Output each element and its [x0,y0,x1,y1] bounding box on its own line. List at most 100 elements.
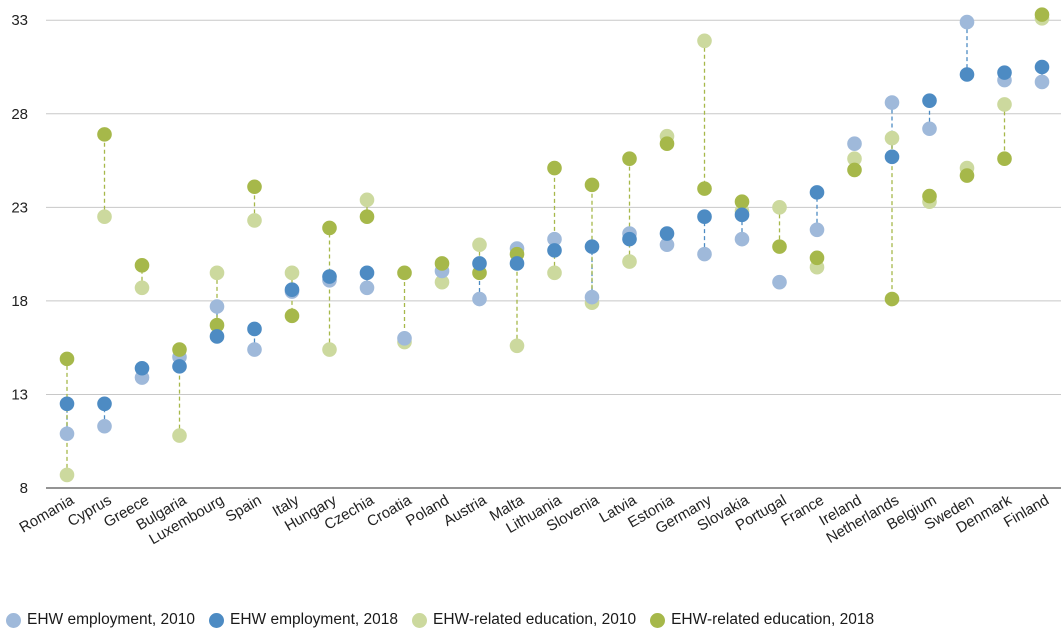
data-point [697,246,712,262]
data-point [997,151,1012,166]
data-point [172,428,187,443]
data-point [922,188,937,204]
data-point [509,338,525,354]
data-point [472,256,487,271]
data-point [322,269,337,284]
chart: 8 13 18 23 28 33 RomaniaCyprusGreeceBulgariaL… [11,7,1061,548]
legend-item: EHW employment, 2018 [209,611,398,629]
data-point [697,181,712,196]
data-point [809,222,825,238]
data-point [284,282,300,297]
data-point [809,250,825,266]
data-point [584,289,600,305]
data-point [59,426,75,442]
data-point [772,239,787,254]
data-point [359,265,375,281]
legend-label: EHW-related education, 2010 [433,611,637,628]
data-point [1034,7,1050,22]
data-point [134,280,150,296]
data-point [247,342,262,357]
data-point [622,254,637,269]
data-point [847,151,862,166]
x-tick-label: Austria [441,491,490,529]
data-point [884,130,900,146]
data-point [772,274,787,290]
data-point [359,280,375,296]
data-point [247,179,262,195]
legend-swatch [209,612,224,628]
legend-label: EHW employment, 2018 [230,611,398,628]
data-point [734,231,750,247]
data-point [359,209,375,224]
data-point [434,274,450,290]
data-point [59,396,75,412]
data-point [59,467,75,483]
data-point [697,33,712,49]
data-point [97,418,112,434]
data-point [397,265,412,281]
data-point [847,162,862,178]
data-point [547,243,562,258]
data-point [997,65,1012,80]
data-point [359,192,375,208]
data-point [584,239,600,254]
data-point [209,317,225,333]
data-point [772,200,787,215]
data-point [172,342,187,357]
data-point [659,237,675,253]
data-point [997,97,1012,112]
x-tick-label: France [778,492,827,530]
data-point [472,237,487,253]
data-point [884,149,900,165]
data-point [97,127,112,142]
legend-item: EHW-related education, 2018 [650,611,874,629]
data-point [884,95,900,110]
data-point [622,231,637,247]
data-point [922,121,937,137]
data-point [734,194,750,210]
data-point [547,265,562,281]
data-point [134,360,150,376]
data-point [209,299,225,314]
data-point [922,93,937,108]
y-tick-label: 18 [11,293,28,310]
data-point [959,67,975,82]
data-point [622,151,637,166]
y-tick-label: 28 [11,106,28,123]
data-point [247,321,262,337]
data-point [322,342,337,357]
data-point [884,291,900,307]
data-point [284,265,300,281]
legend-label: EHW-related education, 2018 [671,611,875,628]
x-axis-ticks: RomaniaCyprusGreeceBulgariaLuxembourgSpa… [17,491,1052,548]
data-point [209,265,225,281]
data-point [97,396,112,412]
data-point [172,359,187,374]
y-tick-label: 23 [11,199,28,216]
data-point [809,185,825,200]
y-tick-label: 8 [20,480,28,497]
y-tick-label: 33 [11,12,28,29]
data-point [547,231,562,247]
data-point [659,136,675,152]
data-point [584,177,600,193]
data-point [509,256,525,271]
data-point [734,207,750,223]
legend: EHW employment, 2010 EHW employment, 2018… [6,611,888,629]
data-point [134,258,150,273]
data-point [959,14,975,30]
data-point [472,291,487,307]
data-points [59,7,1050,483]
data-point [959,168,975,183]
data-point [322,220,337,236]
data-point [209,329,225,344]
y-axis-ticks: 8 13 18 23 28 33 [11,12,28,497]
data-point [434,256,450,271]
data-point [284,308,300,324]
legend-swatch [6,612,21,628]
data-point [1034,74,1050,90]
data-point [1034,59,1050,75]
data-point [97,209,112,224]
data-point [247,213,262,228]
legend-swatch [412,612,427,628]
